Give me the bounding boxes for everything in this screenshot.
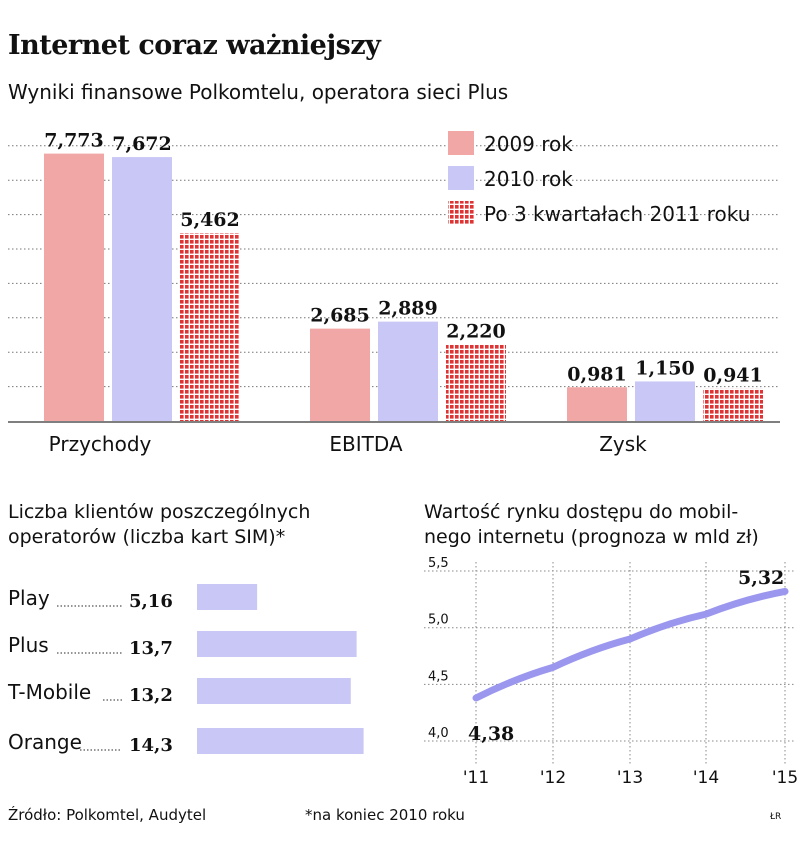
line-chart-title: Wartość rynku dostępu do mobil- nego int… — [424, 500, 759, 550]
operator-bar — [197, 678, 351, 704]
bar-value-label: 2,220 — [446, 321, 506, 343]
bar-ebitda-3 — [446, 344, 506, 421]
operator-bar — [197, 631, 357, 657]
line-end-label: 5,32 — [738, 567, 784, 589]
line-x-tick: '13 — [617, 768, 643, 788]
line-y-tick: 5,5 — [428, 556, 449, 571]
bar-przychody-3 — [180, 233, 240, 421]
line-y-tick: 4,5 — [428, 669, 449, 684]
line-y-tick: 4,0 — [428, 726, 449, 741]
legend-label: 2009 rok — [484, 132, 573, 156]
sim-chart-title-line-1: Liczba klientów poszczególnych — [8, 501, 311, 523]
line-y-tick: 5,0 — [428, 613, 449, 628]
sim-chart-title: Liczba klientów poszczególnych operatoró… — [8, 500, 310, 550]
bar-ebitda-1 — [310, 328, 370, 421]
bar-value-label: 0,981 — [567, 363, 627, 385]
operator-label: Plus — [8, 633, 49, 657]
category-label: Przychody — [49, 432, 152, 456]
legend-swatch — [448, 166, 474, 190]
bar-value-label: 1,150 — [635, 357, 695, 379]
bar-chart-legend: 2009 rok 2010 rok Po 3 kwartałach 2011 rok… — [448, 131, 750, 226]
source-note: Źródło: Polkomtel, Audytel — [8, 806, 207, 824]
legend-swatch — [448, 131, 474, 155]
bar-value-label: 2,685 — [310, 305, 370, 327]
bar-zysk-1 — [567, 387, 627, 421]
bar-value-label: 0,941 — [703, 365, 763, 387]
operator-label: Play — [8, 586, 50, 610]
line-chart-title-line-1: Wartość rynku dostępu do mobil- — [424, 501, 739, 523]
mobile-internet-chart: 4,0 4,5 5,0 5,5 '11 '12 '13 '14 '15 4,38 5,32 — [424, 556, 798, 788]
operator-value: 13,2 — [129, 685, 173, 706]
category-label: EBITDA — [329, 432, 403, 456]
bar-value-label: 2,889 — [378, 298, 438, 320]
line-x-tick: '15 — [772, 768, 798, 788]
operator-value: 13,7 — [129, 638, 173, 659]
legend-label: 2010 rok — [484, 167, 573, 191]
operator-bar — [197, 584, 258, 610]
line-x-tick: '14 — [693, 768, 719, 788]
bar-chart-marks: 7,773 2,685 0,981 7,672 2,889 1,150 5,462 2,220… — [44, 130, 763, 456]
bar-value-label: 7,773 — [44, 130, 104, 152]
operator-value: 5,16 — [129, 591, 173, 612]
line-chart-title-line-2: nego internetu (prognoza w mld zł) — [424, 526, 759, 548]
category-label: Zysk — [599, 432, 647, 456]
bar-ebitda-2 — [378, 321, 438, 421]
bar-zysk-3 — [703, 388, 763, 421]
footnote: *na koniec 2010 roku — [305, 806, 465, 824]
bar-przychody-1 — [44, 153, 104, 421]
chart-subtitle: Wyniki finansowe Polkomtelu, operatora s… — [8, 80, 509, 104]
sim-cards-chart: Play 5,16 Plus 13,7 T-Mobile 13,2 Orange 14,3 — [7, 584, 364, 756]
line-x-tick: '12 — [540, 768, 566, 788]
author-initials: ŁR — [770, 812, 782, 822]
operator-label: Orange — [8, 730, 82, 754]
line-x-tick: '11 — [463, 768, 489, 788]
legend-swatch — [448, 201, 474, 225]
operator-label: T-Mobile — [7, 680, 91, 704]
operator-value: 14,3 — [129, 735, 173, 756]
bar-value-label: 5,462 — [180, 209, 240, 231]
chart-title: Internet coraz ważniejszy — [8, 30, 381, 61]
bar-zysk-2 — [635, 381, 695, 421]
bar-przychody-2 — [112, 157, 172, 422]
operator-bar — [197, 728, 364, 754]
bar-value-label: 7,672 — [112, 133, 172, 155]
line-start-label: 4,38 — [468, 723, 514, 745]
legend-label: Po 3 kwartałach 2011 roku — [484, 202, 750, 226]
sim-chart-title-line-2: operatorów (liczba kart SIM)* — [8, 526, 286, 548]
